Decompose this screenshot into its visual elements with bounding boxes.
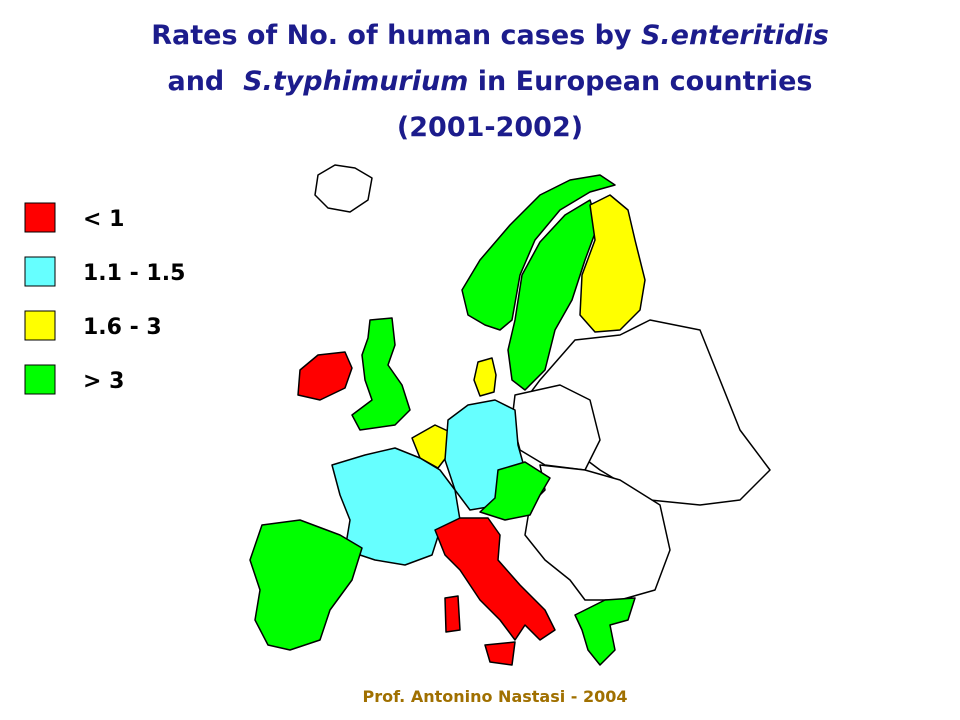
title-segment: (2001-2002) <box>397 112 583 143</box>
legend-swatch <box>24 256 56 287</box>
europe-map <box>249 164 771 666</box>
italy <box>434 517 556 641</box>
ireland <box>297 351 353 401</box>
title-segment: S.typhimurium <box>243 66 468 97</box>
title-segment: Rates of No. of human cases by <box>151 20 641 51</box>
norway <box>461 174 616 331</box>
title-segment: and <box>167 66 243 97</box>
title-line: (2001-2002) <box>397 112 583 143</box>
iceland <box>314 164 373 213</box>
title-line: Rates of No. of human cases by S.enterit… <box>151 20 829 51</box>
austria <box>479 461 551 521</box>
greece <box>574 597 636 666</box>
legend-label: 1.6 - 3 <box>83 315 162 340</box>
poland <box>511 384 601 471</box>
legend: < 1 1.1 - 1.5 1.6 - 3 > 3 <box>24 202 185 395</box>
title: Rates of No. of human cases by S.enterit… <box>151 20 829 143</box>
sicily <box>484 641 516 666</box>
legend-swatch <box>24 310 56 341</box>
legend-label: > 3 <box>83 369 124 394</box>
sweden <box>507 199 599 391</box>
footer: Prof. Antonino Nastasi - 2004 <box>362 687 627 706</box>
title-segment: S.enteritidis <box>641 20 829 51</box>
title-line: and S.typhimurium in European countries <box>167 66 812 97</box>
legend-swatch <box>24 202 56 233</box>
denmark <box>473 357 497 397</box>
legend-swatch <box>24 364 56 395</box>
iberia <box>249 519 363 651</box>
legend-label: < 1 <box>83 207 124 232</box>
legend-label: 1.1 - 1.5 <box>83 261 185 286</box>
united-kingdom <box>351 317 411 431</box>
title-segment: in European countries <box>468 66 812 97</box>
finland <box>579 194 646 333</box>
sardinia <box>444 595 461 633</box>
